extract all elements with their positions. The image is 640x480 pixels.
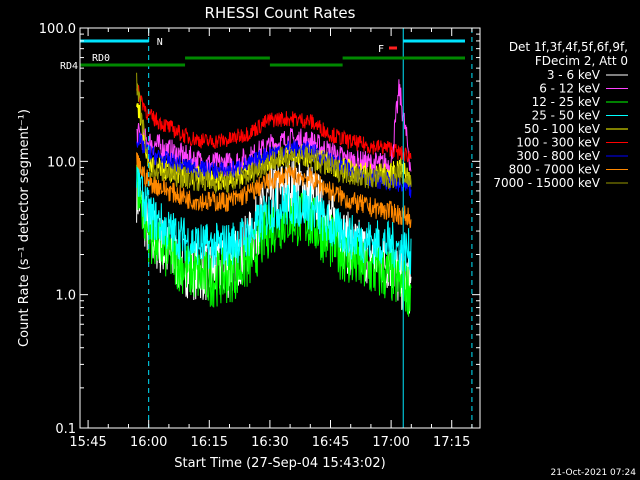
axis-ticks: 15:45 16:00 16:15 16:30 16:45 17:00 17:15 0.1 1.… [39, 22, 480, 450]
cyan-bar-label: N [157, 37, 163, 48]
series-line-2 [136, 79, 412, 178]
legend-label-1: 3 - 6 keV [547, 68, 601, 82]
legend-label-5: 50 - 100 keV [524, 122, 601, 136]
timestamp: 21-Oct-2021 07:24 [551, 468, 637, 478]
legend-label-2: 6 - 12 keV [539, 82, 601, 96]
green-bar-label-rd4: RD4 [60, 61, 78, 72]
green-bar-label-rd0: RD0 [92, 53, 110, 64]
y-tick-label-2: 1.0 [55, 289, 76, 304]
x-tick-label-4: 16:30 [251, 435, 288, 450]
x-tick-label-2: 16:00 [130, 435, 167, 450]
x-axis-label: Start Time (27-Sep-04 15:43:02) [174, 456, 385, 471]
legend-label-6: 100 - 300 keV [516, 136, 600, 150]
y-tick-label-3: 10.0 [47, 155, 76, 170]
series-line-3 [136, 163, 412, 317]
red-flag-label: F [378, 44, 384, 55]
x-tick-label-6: 17:00 [372, 435, 409, 450]
legend-label-9: 7000 - 15000 keV [493, 176, 600, 190]
y-axis-label: Count Rate (s⁻¹ detector segment⁻¹) [17, 109, 32, 347]
plot-frame [79, 27, 481, 429]
series-line-4 [136, 159, 412, 275]
legend-label-8: 800 - 7000 keV [509, 163, 601, 177]
legend-label-3: 12 - 25 keV [532, 95, 601, 109]
series-line-8 [136, 152, 412, 229]
legend: Det 1f,3f,4f,5f,6f,9f, FDecim 2, Att 0 3… [493, 40, 628, 190]
chart-title: RHESSI Count Rates [205, 4, 356, 22]
series-line-6 [136, 85, 412, 163]
legend-header-line-1: Det 1f,3f,4f,5f,6f,9f, [509, 40, 628, 54]
x-tick-label-3: 16:15 [191, 435, 228, 450]
x-tick-label-1: 15:45 [69, 435, 106, 450]
legend-label-7: 300 - 800 keV [516, 149, 600, 163]
x-tick-label-5: 16:45 [312, 435, 349, 450]
series-line-9 [136, 72, 412, 194]
legend-label-4: 25 - 50 keV [532, 109, 601, 123]
series-lines [136, 72, 412, 317]
x-tick-label-7: 17:15 [433, 435, 470, 450]
series-line-5 [136, 103, 412, 192]
legend-header-line-2: FDecim 2, Att 0 [535, 54, 628, 68]
y-tick-label-4: 100.0 [39, 22, 76, 37]
y-tick-label-1: 0.1 [55, 422, 76, 437]
